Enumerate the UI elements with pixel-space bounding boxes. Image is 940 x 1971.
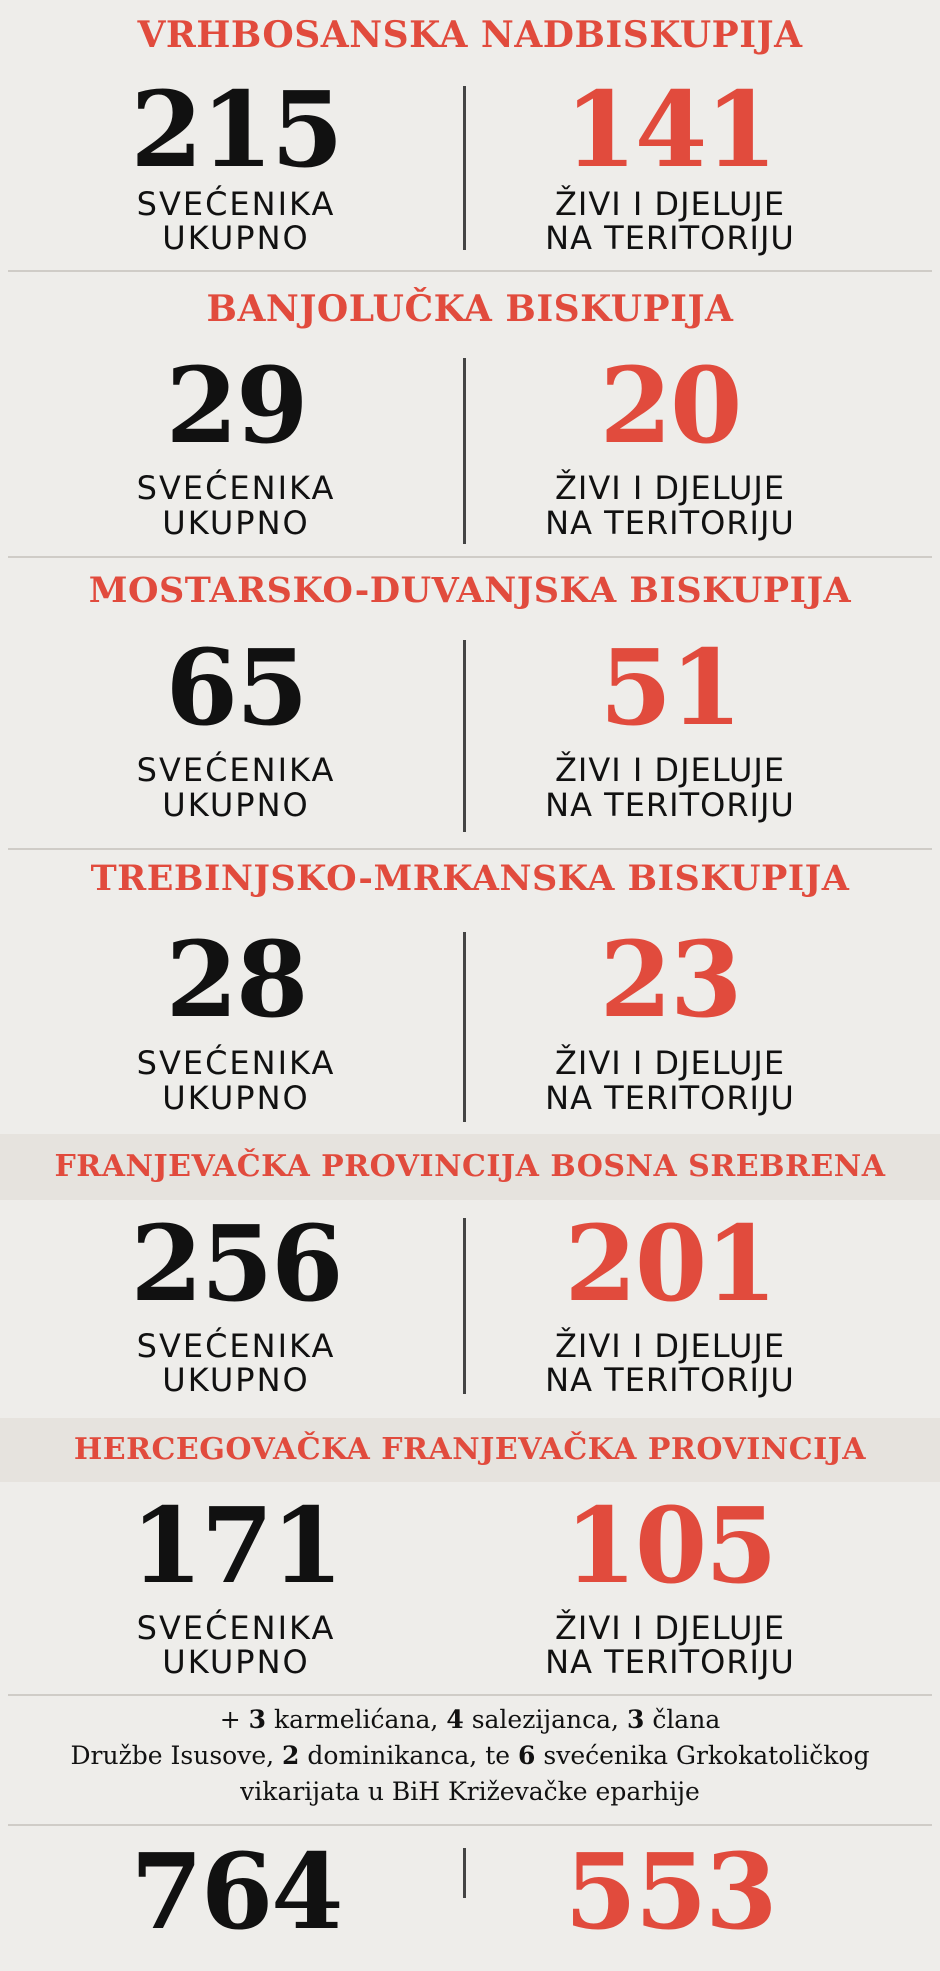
total-priests-number: 256 bbox=[130, 1202, 343, 1325]
active-label-line1: ŽIVI I DJELUJE bbox=[554, 1327, 786, 1365]
total-priests-number: 65 bbox=[165, 626, 309, 749]
total-label-line1: SVEĆENIKA bbox=[136, 185, 336, 223]
section-title: HERCEGOVAČKA FRANJEVAČKA PROVINCIJA bbox=[0, 1418, 940, 1482]
active-priests-number: 141 bbox=[564, 68, 777, 191]
section-separator bbox=[8, 270, 932, 272]
section-separator bbox=[8, 1824, 932, 1826]
section-separator bbox=[8, 848, 932, 850]
divider-line bbox=[463, 1848, 466, 1898]
section-separator bbox=[8, 556, 932, 558]
section-separator bbox=[8, 1694, 932, 1696]
note-line2: Družbe Isusove, 2 dominikanca, te 6 sveć… bbox=[70, 1741, 870, 1770]
active-label-line2: NA TERITORIJU bbox=[545, 219, 795, 257]
note-line1: + 3 karmelićana, 4 salezijanca, 3 člana bbox=[219, 1705, 721, 1734]
section-title: BANJOLUČKA BISKUPIJA bbox=[206, 288, 734, 330]
total-label-line2: UKUPNO bbox=[162, 1079, 310, 1117]
section-title: MOSTARSKO-DUVANJSKA BISKUPIJA bbox=[88, 570, 852, 611]
total-label-line2: UKUPNO bbox=[162, 504, 310, 542]
active-priests-number: 23 bbox=[599, 918, 743, 1041]
divider-line bbox=[463, 932, 466, 1122]
total-label-line1: SVEĆENIKA bbox=[136, 1044, 336, 1082]
divider-line bbox=[463, 86, 466, 250]
divider-line bbox=[463, 358, 466, 544]
active-label-line1: ŽIVI I DJELUJE bbox=[554, 1044, 786, 1082]
active-label-line1: ŽIVI I DJELUJE bbox=[554, 751, 786, 789]
total-label-line2: UKUPNO bbox=[162, 219, 310, 257]
note-line3: vikarijata u BiH Križevačke eparhije bbox=[240, 1777, 700, 1806]
grand-active-number: 553 bbox=[564, 1830, 777, 1953]
total-priests-number: 28 bbox=[165, 918, 309, 1041]
section-title: FRANJEVAČKA PROVINCIJA BOSNA SREBRENA bbox=[0, 1134, 940, 1200]
active-priests-number: 201 bbox=[564, 1202, 777, 1325]
grand-total-number: 764 bbox=[130, 1830, 343, 1953]
section-title: TREBINJSKO-MRKANSKA BISKUPIJA bbox=[90, 858, 850, 899]
additional-priests-note: + 3 karmelićana, 4 salezijanca, 3 člana … bbox=[0, 1702, 940, 1810]
active-label-line1: ŽIVI I DJELUJE bbox=[554, 469, 786, 507]
total-label-line1: SVEĆENIKA bbox=[136, 1327, 336, 1365]
active-label-line2: NA TERITORIJU bbox=[545, 1079, 795, 1117]
active-priests-number: 51 bbox=[599, 626, 743, 749]
active-label-line1: ŽIVI I DJELUJE bbox=[554, 185, 786, 223]
total-priests-number: 215 bbox=[130, 68, 343, 191]
total-priests-number: 171 bbox=[130, 1484, 343, 1607]
active-label-line2: NA TERITORIJU bbox=[545, 786, 795, 824]
active-label-line1: ŽIVI I DJELUJE bbox=[554, 1609, 786, 1647]
total-label-line1: SVEĆENIKA bbox=[136, 751, 336, 789]
active-label-line2: NA TERITORIJU bbox=[545, 1643, 795, 1681]
total-label-line2: UKUPNO bbox=[162, 786, 310, 824]
divider-line bbox=[463, 1218, 466, 1394]
total-priests-number: 29 bbox=[165, 344, 309, 467]
active-label-line2: NA TERITORIJU bbox=[545, 504, 795, 542]
total-label-line1: SVEĆENIKA bbox=[136, 1609, 336, 1647]
section-title: VRHBOSANSKA NADBISKUPIJA bbox=[137, 14, 803, 56]
active-priests-number: 105 bbox=[564, 1484, 777, 1607]
active-priests-number: 20 bbox=[599, 344, 743, 467]
divider-line bbox=[463, 640, 466, 832]
total-label-line2: UKUPNO bbox=[162, 1361, 310, 1399]
total-label-line1: SVEĆENIKA bbox=[136, 469, 336, 507]
total-label-line2: UKUPNO bbox=[162, 1643, 310, 1681]
active-label-line2: NA TERITORIJU bbox=[545, 1361, 795, 1399]
